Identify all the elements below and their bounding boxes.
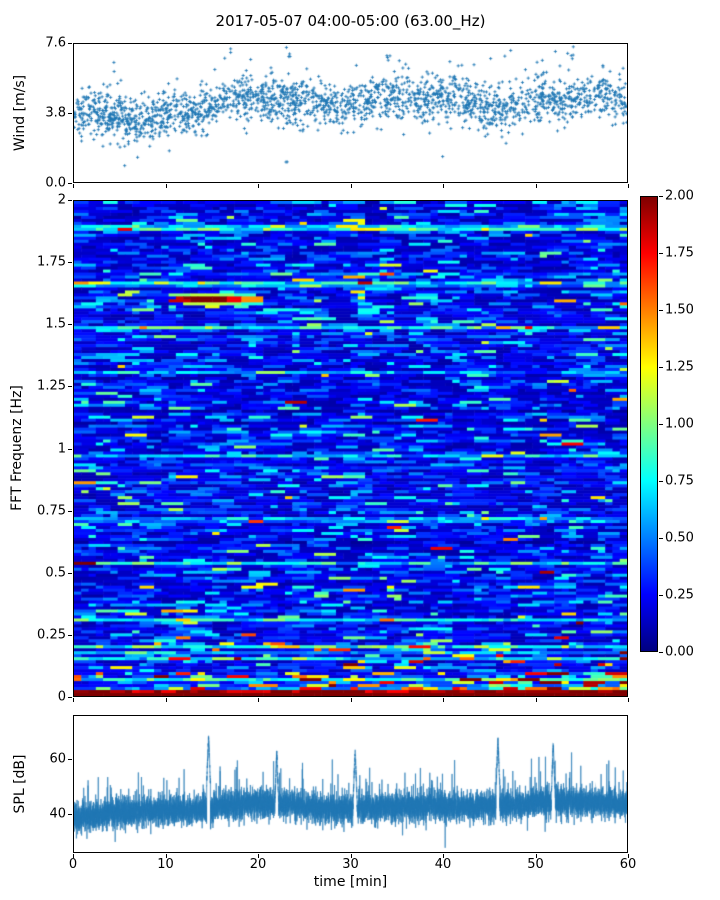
colorbar-tick: 2.00 bbox=[665, 188, 694, 204]
tick-mark bbox=[351, 184, 352, 188]
wind-ytick: 0.0 bbox=[45, 175, 66, 191]
tick-mark bbox=[659, 310, 663, 311]
wind-scatter-canvas bbox=[74, 44, 627, 182]
tick-mark bbox=[659, 196, 663, 197]
tick-mark bbox=[659, 481, 663, 482]
colorbar-gradient bbox=[641, 197, 657, 651]
xtick: 10 bbox=[157, 857, 174, 872]
colorbar bbox=[640, 196, 658, 652]
tick-mark bbox=[73, 698, 74, 702]
tick-mark bbox=[659, 367, 663, 368]
spec-ytick: 1.25 bbox=[37, 378, 66, 394]
colorbar-tick: 0.25 bbox=[665, 587, 694, 603]
tick-mark bbox=[659, 424, 663, 425]
tick-mark bbox=[659, 538, 663, 539]
xtick: 20 bbox=[249, 857, 267, 872]
colorbar-tick: 1.25 bbox=[665, 359, 694, 375]
spec-ytick: 1.5 bbox=[45, 316, 66, 332]
colorbar-tick: 0.75 bbox=[665, 473, 694, 489]
spec-ytick: 0.75 bbox=[37, 503, 66, 519]
colorbar-tick: 0.00 bbox=[665, 644, 694, 660]
tick-mark bbox=[659, 652, 663, 653]
spec-ytick: 1.75 bbox=[37, 254, 66, 270]
tick-mark bbox=[443, 698, 444, 702]
tick-mark bbox=[68, 511, 72, 512]
tick-mark bbox=[68, 43, 72, 44]
spectrogram-canvas bbox=[74, 201, 627, 696]
tick-mark bbox=[68, 573, 72, 574]
spec-ytick: 0 bbox=[57, 689, 66, 705]
tick-mark bbox=[659, 253, 663, 254]
tick-mark bbox=[68, 324, 72, 325]
xtick: 0 bbox=[68, 857, 78, 872]
spec-ytick: 1 bbox=[57, 441, 66, 457]
colorbar-tick: 1.50 bbox=[665, 302, 694, 318]
tick-mark bbox=[166, 854, 167, 858]
tick-mark bbox=[258, 184, 259, 188]
tick-mark bbox=[536, 698, 537, 702]
tick-mark bbox=[166, 184, 167, 188]
tick-mark bbox=[443, 854, 444, 858]
figure-title: 2017-05-07 04:00-05:00 (63.00_Hz) bbox=[215, 12, 486, 30]
colorbar-tick: 1.00 bbox=[665, 416, 694, 432]
spl-ytick: 40 bbox=[49, 806, 66, 822]
spectrogram-ylabel: FFT Frequenz [Hz] bbox=[9, 385, 25, 511]
tick-mark bbox=[628, 854, 629, 858]
tick-mark bbox=[536, 184, 537, 188]
xtick: 30 bbox=[342, 857, 359, 872]
tick-mark bbox=[73, 854, 74, 858]
wind-panel bbox=[73, 43, 628, 183]
spl-line-canvas bbox=[74, 716, 627, 852]
tick-mark bbox=[351, 854, 352, 858]
wind-ytick: 3.8 bbox=[45, 105, 66, 121]
tick-mark bbox=[68, 113, 72, 114]
tick-mark bbox=[628, 184, 629, 188]
tick-mark bbox=[351, 698, 352, 702]
spec-ytick: 0.25 bbox=[37, 627, 66, 643]
xtick: 60 bbox=[619, 857, 637, 872]
tick-mark bbox=[258, 698, 259, 702]
tick-mark bbox=[68, 183, 72, 184]
tick-mark bbox=[73, 184, 74, 188]
tick-mark bbox=[68, 814, 72, 815]
spl-ytick: 60 bbox=[49, 751, 66, 767]
tick-mark bbox=[68, 449, 72, 450]
xtick: 50 bbox=[527, 857, 544, 872]
tick-mark bbox=[659, 595, 663, 596]
tick-mark bbox=[536, 854, 537, 858]
spec-ytick: 2 bbox=[57, 192, 66, 208]
tick-mark bbox=[68, 386, 72, 387]
tick-mark bbox=[68, 262, 72, 263]
tick-mark bbox=[443, 184, 444, 188]
tick-mark bbox=[68, 200, 72, 201]
wind-ytick: 7.6 bbox=[45, 35, 66, 51]
tick-mark bbox=[166, 698, 167, 702]
spl-panel bbox=[73, 715, 628, 853]
spectrogram-panel bbox=[73, 200, 628, 697]
tick-mark bbox=[68, 759, 72, 760]
x-axis-label: time [min] bbox=[313, 874, 388, 890]
xtick: 40 bbox=[434, 857, 452, 872]
tick-mark bbox=[68, 635, 72, 636]
spec-ytick: 0.5 bbox=[45, 565, 66, 581]
wind-ylabel: Wind [m/s] bbox=[12, 74, 28, 152]
spl-ylabel: SPL [dB] bbox=[12, 754, 28, 814]
colorbar-tick: 0.50 bbox=[665, 530, 694, 546]
tick-mark bbox=[628, 698, 629, 702]
tick-mark bbox=[258, 854, 259, 858]
tick-mark bbox=[68, 697, 72, 698]
colorbar-tick: 1.75 bbox=[665, 245, 694, 261]
